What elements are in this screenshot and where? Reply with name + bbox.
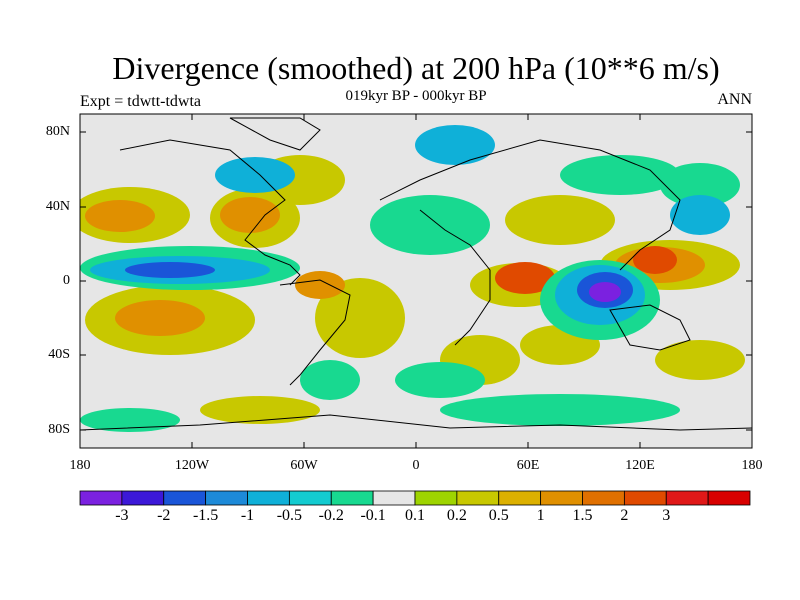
- lon-label-60e: 60E: [516, 458, 540, 473]
- field-red: [495, 246, 677, 294]
- colorbar-tick-label: -0.2: [318, 507, 344, 524]
- colorbar-swatch: [707, 490, 751, 506]
- lat-label-80n: 80N: [45, 124, 70, 139]
- lon-label-120e: 120E: [625, 458, 655, 473]
- colorbar-tick-label: -1: [240, 507, 255, 524]
- lat-label-80s: 80S: [48, 422, 70, 437]
- map-title: Divergence (smoothed) at 200 hPa (10**6 …: [112, 50, 720, 86]
- colorbar-tick-label: 1: [536, 507, 545, 524]
- lat-label-0: 0: [63, 273, 70, 288]
- colorbar-tick-label: 0.2: [446, 507, 467, 524]
- lon-ticks: [191, 114, 641, 448]
- lon-label-180w: 180: [69, 458, 91, 473]
- colorbar-tick-label: -0.1: [360, 507, 386, 524]
- coastlines: [80, 117, 752, 431]
- colorbar-swatch: [623, 490, 667, 506]
- colorbar-swatch: [414, 490, 458, 506]
- lon-label-60w: 60W: [290, 458, 318, 473]
- lon-label-0: 0: [412, 458, 420, 473]
- colorbar-swatch: [247, 490, 290, 506]
- colorbar: [79, 490, 751, 506]
- lon-label-120w: 120W: [174, 458, 210, 473]
- colorbar-swatch: [498, 490, 542, 506]
- colorbar-tick-label: 0.1: [405, 507, 425, 524]
- colorbar-tick-label: 2: [620, 507, 629, 524]
- experiment-label: Expt = tdwtt-tdwta: [80, 93, 202, 110]
- colorbar-swatch: [582, 490, 625, 506]
- colorbar-swatch: [540, 490, 583, 506]
- colorbar-tick-label: 0.5: [488, 507, 509, 524]
- colorbar-swatch: [205, 490, 248, 506]
- colorbar-swatch: [456, 490, 500, 506]
- colorbar-swatch: [288, 490, 332, 506]
- colorbar-swatch: [330, 490, 374, 506]
- colorbar-swatch: [665, 490, 709, 506]
- colorbar-swatch: [163, 490, 207, 506]
- divergence-field: [80, 114, 752, 448]
- lat-label-40n: 40N: [45, 199, 70, 214]
- colorbar-tick-label: -2: [157, 507, 171, 524]
- lat-ticks: [80, 131, 752, 431]
- lat-label-40s: 40S: [48, 347, 70, 362]
- map-subtitle: 019kyr BP - 000kyr BP: [345, 88, 487, 104]
- colorbar-tick-label: -1.5: [192, 507, 219, 524]
- colorbar-swatch: [79, 490, 123, 506]
- field-purple: [589, 282, 621, 302]
- colorbar-tick-label: -3: [115, 507, 129, 524]
- colorbar-tick-label: 3: [662, 507, 671, 524]
- colorbar-tick-label: -0.5: [276, 507, 303, 524]
- lon-label-180e: 180: [741, 458, 763, 473]
- colorbar-tick-label: 1.5: [572, 507, 593, 524]
- season-label: ANN: [717, 91, 752, 108]
- colorbar-swatch: [372, 490, 416, 506]
- colorbar-swatch: [121, 490, 165, 506]
